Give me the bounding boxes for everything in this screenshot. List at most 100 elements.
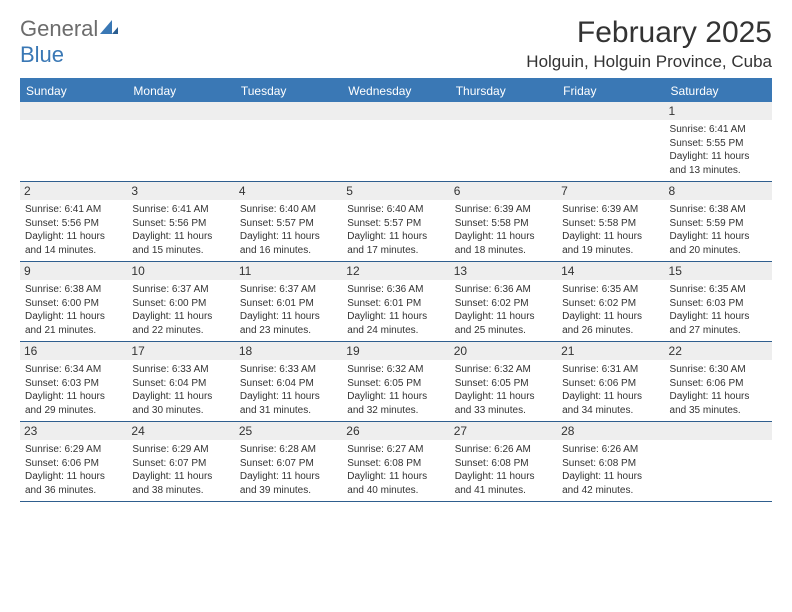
day-cell: 16Sunrise: 6:34 AMSunset: 6:03 PMDayligh… (20, 342, 127, 421)
sunset-line: Sunset: 6:04 PM (240, 377, 337, 391)
day-number: 23 (20, 422, 127, 440)
day-cell (20, 102, 127, 181)
day-cell: 19Sunrise: 6:32 AMSunset: 6:05 PMDayligh… (342, 342, 449, 421)
daylight-line: Daylight: 11 hours and 15 minutes. (132, 230, 229, 257)
daylight-line: Daylight: 11 hours and 30 minutes. (132, 390, 229, 417)
sunset-line: Sunset: 6:06 PM (562, 377, 659, 391)
day-cell: 27Sunrise: 6:26 AMSunset: 6:08 PMDayligh… (450, 422, 557, 501)
day-number: 21 (557, 342, 664, 360)
daylight-line: Daylight: 11 hours and 25 minutes. (455, 310, 552, 337)
day-number: 4 (235, 182, 342, 200)
sunrise-line: Sunrise: 6:27 AM (347, 443, 444, 457)
day-number: 22 (665, 342, 772, 360)
day-cell: 6Sunrise: 6:39 AMSunset: 5:58 PMDaylight… (450, 182, 557, 261)
sunrise-line: Sunrise: 6:29 AM (132, 443, 229, 457)
sunset-line: Sunset: 6:02 PM (562, 297, 659, 311)
daylight-line: Daylight: 11 hours and 29 minutes. (25, 390, 122, 417)
day-cell: 2Sunrise: 6:41 AMSunset: 5:56 PMDaylight… (20, 182, 127, 261)
logo-text: General Blue (20, 16, 120, 68)
sunset-line: Sunset: 5:55 PM (670, 137, 767, 151)
daylight-line: Daylight: 11 hours and 26 minutes. (562, 310, 659, 337)
sunrise-line: Sunrise: 6:39 AM (562, 203, 659, 217)
sunset-line: Sunset: 6:06 PM (670, 377, 767, 391)
day-number: 12 (342, 262, 449, 280)
daylight-line: Daylight: 11 hours and 39 minutes. (240, 470, 337, 497)
sunset-line: Sunset: 6:00 PM (132, 297, 229, 311)
weekday-header: Wednesday (342, 80, 449, 102)
day-cell: 12Sunrise: 6:36 AMSunset: 6:01 PMDayligh… (342, 262, 449, 341)
day-cell: 24Sunrise: 6:29 AMSunset: 6:07 PMDayligh… (127, 422, 234, 501)
week-row: 16Sunrise: 6:34 AMSunset: 6:03 PMDayligh… (20, 342, 772, 422)
week-row: 2Sunrise: 6:41 AMSunset: 5:56 PMDaylight… (20, 182, 772, 262)
day-cell: 9Sunrise: 6:38 AMSunset: 6:00 PMDaylight… (20, 262, 127, 341)
sunset-line: Sunset: 5:56 PM (132, 217, 229, 231)
page-title: February 2025 (526, 16, 772, 50)
sunset-line: Sunset: 6:05 PM (455, 377, 552, 391)
calendar-weeks: 1Sunrise: 6:41 AMSunset: 5:55 PMDaylight… (20, 102, 772, 502)
sunrise-line: Sunrise: 6:32 AM (455, 363, 552, 377)
day-number (127, 102, 234, 120)
sunrise-line: Sunrise: 6:35 AM (562, 283, 659, 297)
title-block: February 2025 Holguin, Holguin Province,… (526, 16, 772, 72)
daylight-line: Daylight: 11 hours and 21 minutes. (25, 310, 122, 337)
weekday-header-row: SundayMondayTuesdayWednesdayThursdayFrid… (20, 80, 772, 102)
day-cell: 21 Sunrise: 6:31 AMSunset: 6:06 PMDayligh… (557, 342, 664, 421)
sunset-line: Sunset: 6:01 PM (240, 297, 337, 311)
sunset-line: Sunset: 6:08 PM (562, 457, 659, 471)
day-number: 27 (450, 422, 557, 440)
sunrise-line: Sunrise: 6:36 AM (455, 283, 552, 297)
day-cell (450, 102, 557, 181)
sunrise-line: Sunrise: 6:38 AM (670, 203, 767, 217)
day-cell: 7Sunrise: 6:39 AMSunset: 5:58 PMDaylight… (557, 182, 664, 261)
day-cell: 14 Sunrise: 6:35 AMSunset: 6:02 PMDayligh… (557, 262, 664, 341)
day-cell (127, 102, 234, 181)
day-number: 25 (235, 422, 342, 440)
logo-sail-icon (98, 18, 120, 41)
sunset-line: Sunset: 5:58 PM (455, 217, 552, 231)
sunrise-line: Sunrise: 6:33 AM (240, 363, 337, 377)
daylight-line: Daylight: 11 hours and 20 minutes. (670, 230, 767, 257)
sunrise-line: Sunrise: 6:30 AM (670, 363, 767, 377)
day-number (20, 102, 127, 120)
day-cell (235, 102, 342, 181)
day-number: 20 (450, 342, 557, 360)
day-number: 2 (20, 182, 127, 200)
sunset-line: Sunset: 6:08 PM (347, 457, 444, 471)
day-cell (665, 422, 772, 501)
daylight-line: Daylight: 11 hours and 18 minutes. (455, 230, 552, 257)
day-number (450, 102, 557, 120)
weekday-header: Thursday (450, 80, 557, 102)
sunrise-line: Sunrise: 6:29 AM (25, 443, 122, 457)
sunrise-line: Sunrise: 6:31 AM (562, 363, 659, 377)
sunset-line: Sunset: 6:08 PM (455, 457, 552, 471)
day-cell: 22Sunrise: 6:30 AMSunset: 6:06 PMDayligh… (665, 342, 772, 421)
day-cell: 20Sunrise: 6:32 AMSunset: 6:05 PMDayligh… (450, 342, 557, 421)
daylight-line: Daylight: 11 hours and 34 minutes. (562, 390, 659, 417)
day-number (235, 102, 342, 120)
sunset-line: Sunset: 6:04 PM (132, 377, 229, 391)
day-number: 8 (665, 182, 772, 200)
sunrise-line: Sunrise: 6:35 AM (670, 283, 767, 297)
sunset-line: Sunset: 5:57 PM (347, 217, 444, 231)
sunset-line: Sunset: 5:58 PM (562, 217, 659, 231)
day-cell: 1Sunrise: 6:41 AMSunset: 5:55 PMDaylight… (665, 102, 772, 181)
sunrise-line: Sunrise: 6:34 AM (25, 363, 122, 377)
day-number: 17 (127, 342, 234, 360)
day-number: 13 (450, 262, 557, 280)
day-cell: 10Sunrise: 6:37 AMSunset: 6:00 PMDayligh… (127, 262, 234, 341)
day-cell: 3Sunrise: 6:41 AMSunset: 5:56 PMDaylight… (127, 182, 234, 261)
sunrise-line: Sunrise: 6:40 AM (347, 203, 444, 217)
day-cell: 4Sunrise: 6:40 AMSunset: 5:57 PMDaylight… (235, 182, 342, 261)
day-cell: 26Sunrise: 6:27 AMSunset: 6:08 PMDayligh… (342, 422, 449, 501)
daylight-line: Daylight: 11 hours and 14 minutes. (25, 230, 122, 257)
sunset-line: Sunset: 5:56 PM (25, 217, 122, 231)
day-cell (557, 102, 664, 181)
sunrise-line: Sunrise: 6:39 AM (455, 203, 552, 217)
day-number: 14 (557, 262, 664, 280)
daylight-line: Daylight: 11 hours and 41 minutes. (455, 470, 552, 497)
day-cell: 5Sunrise: 6:40 AMSunset: 5:57 PMDaylight… (342, 182, 449, 261)
day-number: 5 (342, 182, 449, 200)
sunset-line: Sunset: 6:01 PM (347, 297, 444, 311)
day-number (342, 102, 449, 120)
daylight-line: Daylight: 11 hours and 27 minutes. (670, 310, 767, 337)
